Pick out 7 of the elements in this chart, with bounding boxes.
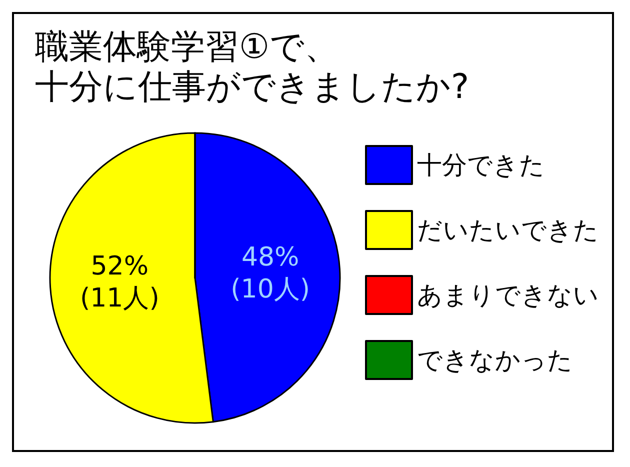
legend-label: できなかった (417, 346, 573, 374)
data-label: 48% (10人) (230, 242, 310, 304)
legend-label: 十分できた (417, 150, 545, 180)
legend-label: だいたいできた (417, 216, 599, 244)
chart-title: 職業体験学習①で、十分に仕事ができましたか? (35, 27, 470, 107)
legend-label: あまりできない (417, 280, 599, 310)
data-label: 52% (11人) (80, 252, 160, 314)
